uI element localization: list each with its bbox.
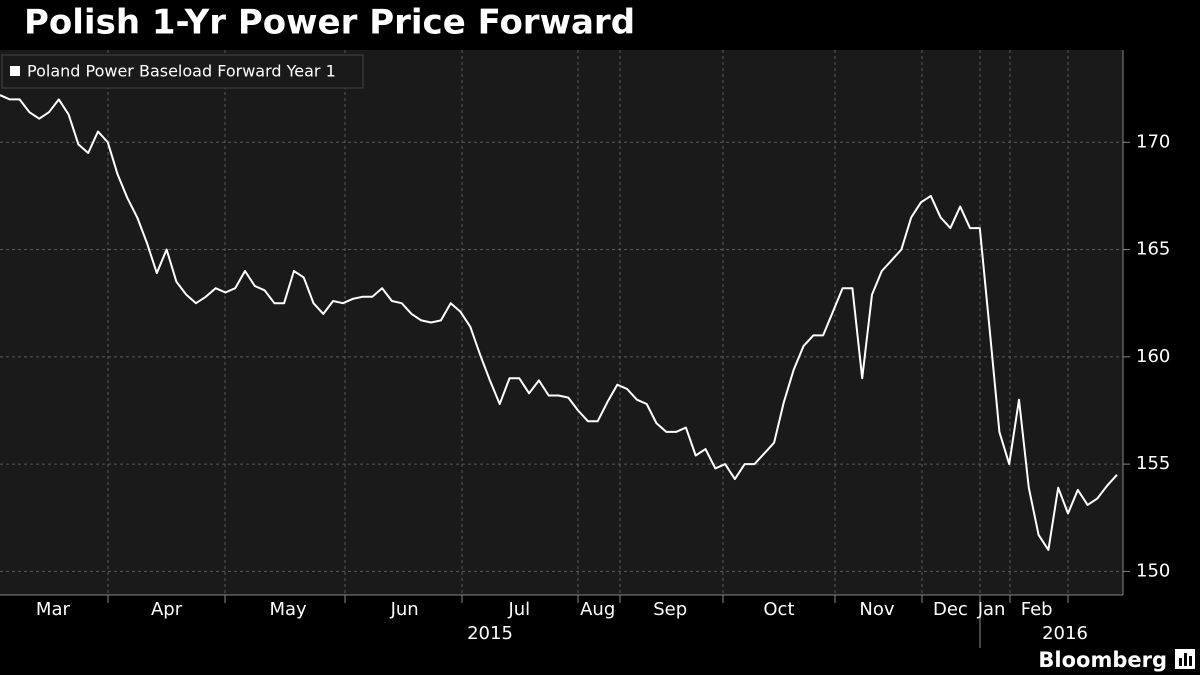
source-icon-bar xyxy=(1179,658,1182,666)
x-tick-label: Feb xyxy=(1021,599,1053,620)
y-tick-label: 170 xyxy=(1136,131,1170,152)
legend-swatch xyxy=(10,66,20,76)
y-tick-label: 160 xyxy=(1136,346,1170,367)
source-icon-bar xyxy=(1189,656,1192,666)
source-icon-bar xyxy=(1184,653,1187,666)
source-label: Bloomberg xyxy=(1038,648,1167,672)
x-tick-label: Dec xyxy=(933,599,968,620)
year-label: 2015 xyxy=(467,623,513,644)
x-tick-label: Jan xyxy=(977,599,1006,620)
x-tick-label: Nov xyxy=(859,599,894,620)
y-tick-label: 150 xyxy=(1136,560,1170,581)
chart-title: Polish 1-Yr Power Price Forward xyxy=(24,3,635,43)
legend-box xyxy=(1,54,364,89)
x-tick-label: May xyxy=(269,599,307,620)
x-tick-label: Apr xyxy=(151,599,183,620)
month-separators xyxy=(107,50,1069,603)
x-tick-label: Aug xyxy=(580,599,615,620)
y-tick-label: 165 xyxy=(1136,239,1170,260)
x-tick-label: Jul xyxy=(507,599,530,620)
legend-label: Poland Power Baseload Forward Year 1 xyxy=(27,62,336,81)
x-tick-label: Sep xyxy=(653,599,687,620)
plot-area xyxy=(0,50,1123,595)
x-tick-label: Jun xyxy=(390,599,419,620)
year-label: 2016 xyxy=(1042,623,1088,644)
series-line xyxy=(0,94,1118,551)
plot-layer: 150 155 160 165 170 Mar Apr May Jun Jul Aug Sep Oct N… xyxy=(0,94,1170,620)
x-tick-label: Oct xyxy=(763,599,794,620)
x-tick-label: Mar xyxy=(36,599,71,620)
y-tick-label: 155 xyxy=(1136,453,1170,474)
